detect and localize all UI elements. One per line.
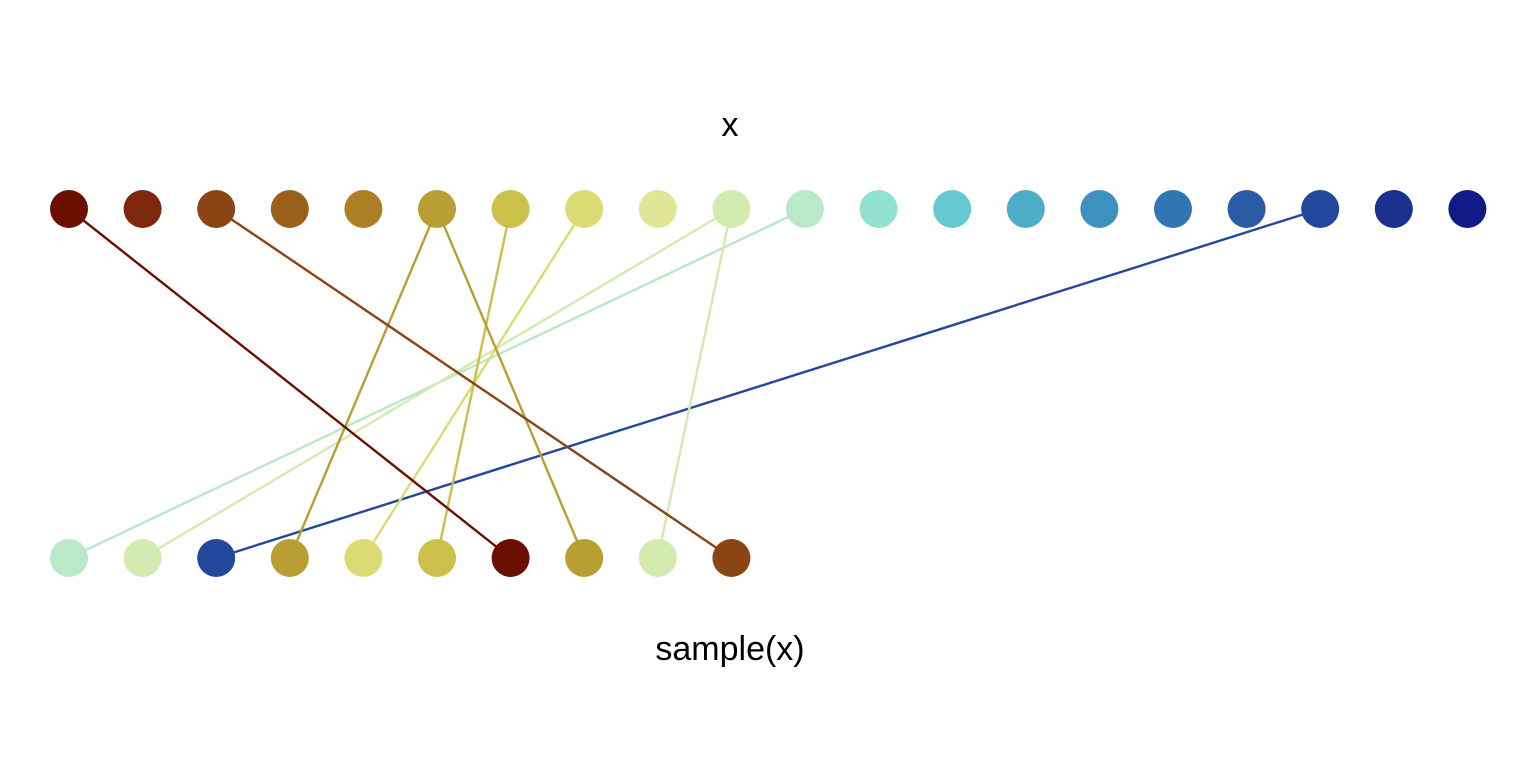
source-dot [418, 190, 456, 228]
connector-line [656, 208, 733, 559]
sample-dot [270, 539, 309, 577]
top-row-label: x [722, 106, 739, 144]
bottom-row-label: sample(x) [655, 630, 804, 668]
sample-dot [638, 539, 677, 577]
connector-line [68, 208, 512, 559]
source-dot [1080, 190, 1119, 228]
source-dot [344, 190, 383, 228]
source-dot [1227, 190, 1266, 228]
source-dot [123, 190, 162, 228]
connector-line [288, 208, 439, 559]
source-dot [197, 190, 236, 228]
sample-dot [418, 539, 456, 577]
connector-line [141, 207, 733, 560]
source-row [50, 190, 1487, 228]
source-dot [50, 190, 88, 228]
source-dot [1006, 190, 1045, 228]
sample-dot [712, 539, 751, 577]
connector-lines [68, 207, 1321, 560]
source-dot [1448, 190, 1487, 228]
source-dot [638, 190, 677, 228]
sample-row [50, 539, 751, 577]
sample-dot [565, 539, 604, 577]
source-dot [859, 190, 898, 228]
sample-dot [344, 539, 383, 577]
sample-dot [123, 539, 162, 577]
sample-dot [197, 539, 236, 577]
source-dot [1301, 190, 1340, 228]
source-dot [491, 190, 530, 228]
sample-dot [491, 539, 530, 577]
source-dot [1374, 190, 1413, 228]
source-dot [270, 190, 309, 228]
source-dot [933, 190, 972, 228]
source-dot [1154, 190, 1192, 228]
source-dot [565, 190, 604, 228]
source-dot [712, 190, 751, 228]
connector-line [215, 207, 1321, 560]
connector-line [435, 208, 586, 559]
source-dot [786, 190, 824, 228]
sample-dot [50, 539, 88, 577]
connector-line [215, 208, 733, 559]
